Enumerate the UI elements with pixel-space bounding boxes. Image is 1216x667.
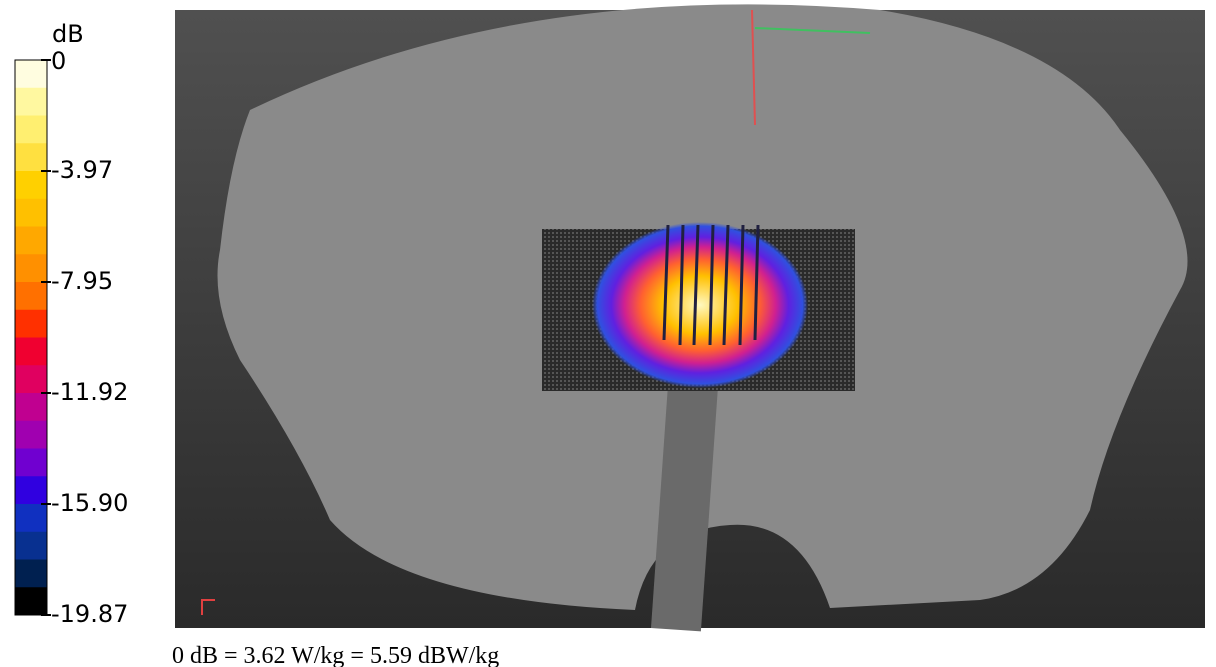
axis-arrow: [751, 9, 756, 126]
colorbar: 0 -3.97 -7.95 -11.92 -15.90 -19.87: [14, 47, 128, 628]
colorbar-segment: [15, 198, 47, 227]
colorbar-segment: [15, 309, 47, 338]
colorbar-segment: [15, 254, 47, 283]
colorbar-segment: [15, 87, 47, 116]
colorbar-frame: [14, 59, 48, 616]
caption: 0 dB = 3.62 W/kg = 5.59 dBW/kg: [172, 643, 499, 667]
zoom-scan: [662, 224, 760, 346]
colorbar-tick-label: 0: [51, 47, 66, 75]
colorbar-segment: [15, 282, 47, 311]
orientation-icon: [201, 599, 215, 615]
probe-shadow: [650, 378, 719, 632]
colorbar-segment: [15, 226, 47, 255]
colorbar-unit: dB: [52, 20, 84, 48]
colorbar-segment: [15, 337, 47, 366]
colorbar-tick-label: -19.87: [51, 600, 128, 628]
colorbar-segment: [15, 559, 47, 588]
colorbar-segment: [15, 420, 47, 449]
sar-hotspot: [592, 222, 808, 388]
colorbar-segment: [15, 171, 47, 200]
colorbar-segment: [15, 143, 47, 172]
axis-arrow: [754, 27, 871, 34]
colorbar-segment: [15, 531, 47, 560]
colorbar-segment: [15, 504, 47, 533]
colorbar-segment: [15, 393, 47, 422]
colorbar-segment: [15, 365, 47, 394]
colorbar-tick-label: -11.92: [51, 378, 128, 406]
colorbar-tick-label: -3.97: [51, 156, 113, 184]
colorbar-segment: [15, 448, 47, 477]
colorbar-tick-label: -15.90: [51, 489, 128, 517]
colorbar-segment: [15, 60, 47, 89]
colorbar-tick-label: -7.95: [51, 267, 113, 295]
colorbar-segment: [15, 476, 47, 505]
colorbar-segment: [15, 587, 47, 616]
colorbar-segment: [15, 115, 47, 144]
